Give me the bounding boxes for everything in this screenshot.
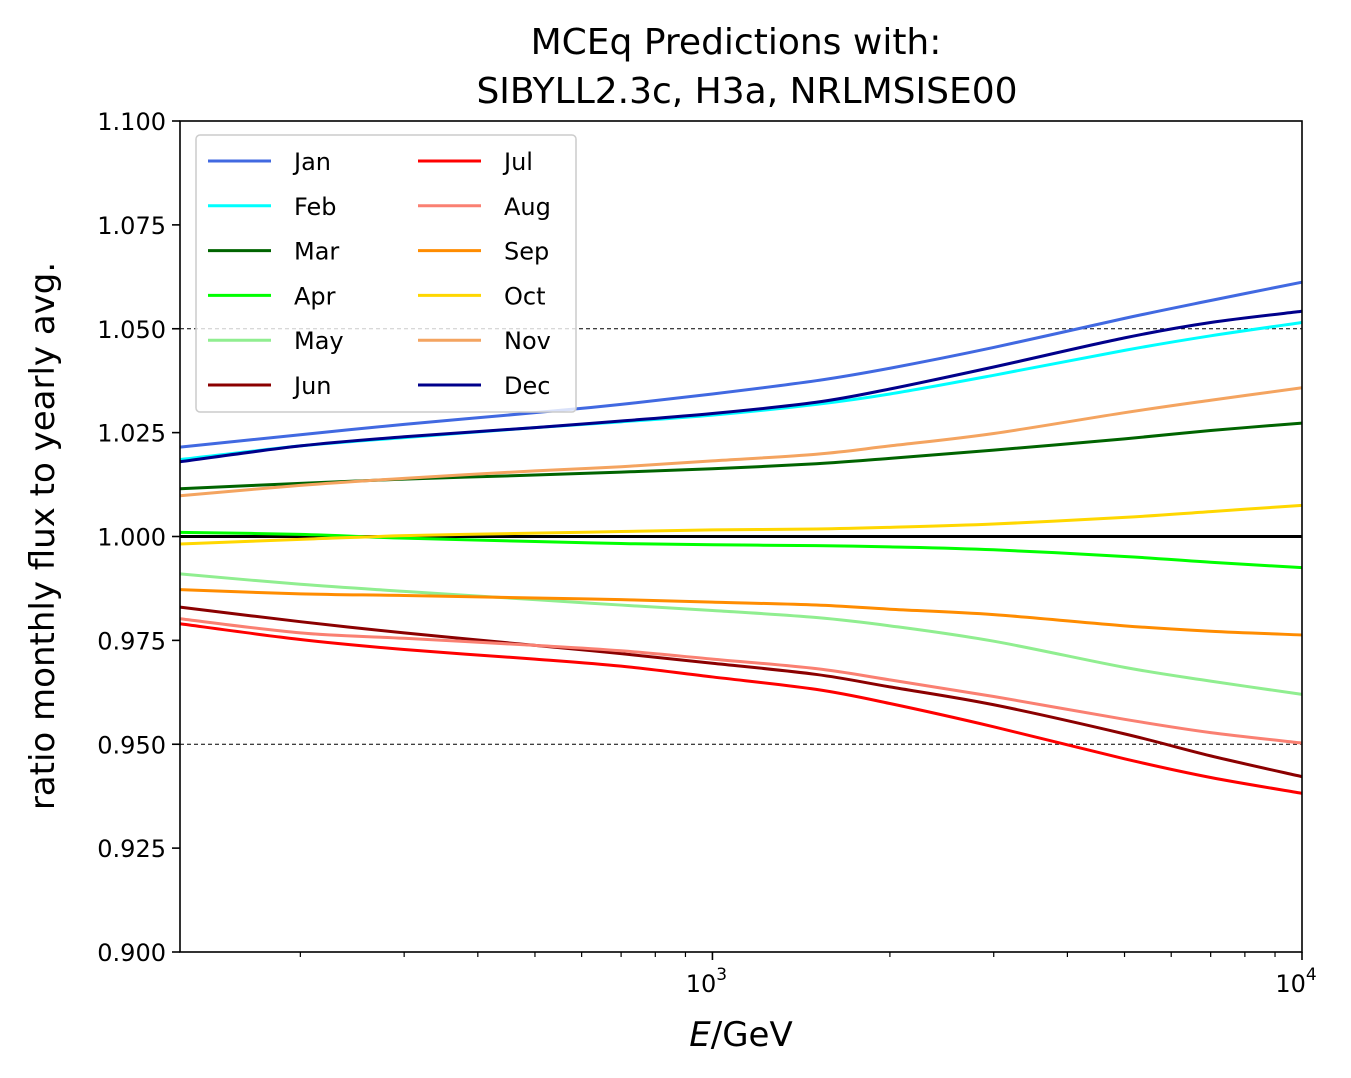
y-tick-label: 0.975 xyxy=(97,627,166,655)
y-tick-label: 1.050 xyxy=(97,316,166,344)
chart-title-line-1: MCEq Predictions with: xyxy=(531,22,942,63)
y-axis-label: ratio monthly flux to yearly avg. xyxy=(23,262,63,810)
x-tick-label: 104 xyxy=(1275,965,1316,998)
legend-entries: Jan Feb Mar Apr May Jun Jul Aug Sep Oct Nov Dec xyxy=(208,148,551,400)
series-line-dec xyxy=(179,309,1303,464)
legend-label-feb: Feb xyxy=(294,193,337,221)
series-lines xyxy=(179,280,1303,795)
y-tick-label: 1.025 xyxy=(97,420,166,448)
series-line-may xyxy=(179,572,1303,696)
y-tick-label: 1.100 xyxy=(97,108,166,136)
x-axis: 103 104 xyxy=(299,952,1317,998)
x-tick-label: 103 xyxy=(686,965,727,998)
legend-label-mar: Mar xyxy=(294,238,339,266)
legend-label-oct: Oct xyxy=(504,282,546,310)
series-line-jan xyxy=(179,280,1303,449)
x-axis-label-variable: E xyxy=(689,1015,711,1055)
series-line-jun xyxy=(179,605,1303,779)
legend-label-apr: Apr xyxy=(294,282,336,310)
chart-title-line-2: SIBYLL2.3c, H3a, NRLMSISE00 xyxy=(476,71,1017,112)
y-tick-label: 1.075 xyxy=(97,212,166,240)
legend-label-nov: Nov xyxy=(504,327,551,355)
legend-label-may: May xyxy=(294,327,344,355)
legend-label-jan: Jan xyxy=(292,148,331,176)
series-line-aug xyxy=(179,617,1303,745)
x-axis-label-unit: /GeV xyxy=(711,1015,793,1055)
series-line-oct xyxy=(179,503,1303,546)
legend-label-jul: Jul xyxy=(502,148,533,176)
legend-label-sep: Sep xyxy=(504,238,549,266)
legend-label-dec: Dec xyxy=(504,372,550,400)
y-tick-label: 0.900 xyxy=(97,939,166,967)
y-tick-label: 0.925 xyxy=(97,835,166,863)
y-axis: 0.900 0.925 0.950 0.975 1.000 1.025 1.050 1.075… xyxy=(97,108,180,967)
y-tick-label: 1.000 xyxy=(97,524,166,552)
series-line-nov xyxy=(179,386,1303,498)
y-tick-label: 0.950 xyxy=(97,731,166,759)
legend: Jan Feb Mar Apr May Jun Jul Aug Sep Oct Nov Dec xyxy=(195,134,577,413)
series-line-jul xyxy=(179,622,1303,795)
legend-label-jun: Jun xyxy=(292,372,332,400)
legend-label-aug: Aug xyxy=(504,193,551,221)
x-axis-label: E/GeV xyxy=(689,1015,792,1055)
legend-frame xyxy=(195,134,577,413)
series-line-sep xyxy=(179,588,1303,637)
